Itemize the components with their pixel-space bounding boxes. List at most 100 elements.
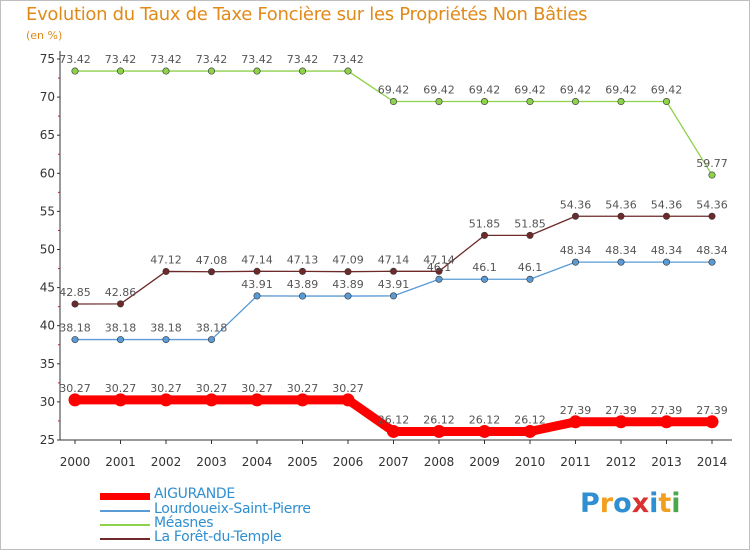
data-point: [432, 424, 446, 438]
data-point: [253, 267, 261, 275]
data-point: [526, 275, 534, 283]
data-label: 43.89: [332, 278, 364, 291]
proxiti-logo: Proxiti: [580, 488, 681, 519]
x-tick-label: 2002: [151, 455, 182, 469]
data-label: 47.14: [378, 253, 410, 266]
data-label: 47.08: [196, 254, 228, 267]
data-label: 38.18: [105, 322, 137, 335]
data-label: 69.42: [651, 84, 683, 97]
data-point: [389, 98, 397, 106]
data-point: [389, 292, 397, 300]
x-tick-label: 2012: [606, 455, 637, 469]
data-point: [662, 258, 670, 266]
x-tick-label: 2004: [242, 455, 273, 469]
data-point: [344, 67, 352, 75]
data-label: 46.1: [472, 261, 497, 274]
x-tick-label: 2009: [469, 455, 500, 469]
data-label: 26.12: [514, 413, 546, 426]
x-tick-label: 2001: [105, 455, 136, 469]
data-label: 47.14: [423, 253, 455, 266]
data-point: [298, 292, 306, 300]
data-point: [344, 268, 352, 276]
x-tick-label: 2011: [560, 455, 591, 469]
y-tick-label: 70: [40, 90, 55, 104]
data-point: [296, 393, 309, 407]
data-point: [708, 258, 716, 266]
data-point: [480, 231, 488, 239]
data-point: [389, 267, 397, 275]
legend-label-measnes: Méasnes: [154, 515, 214, 531]
data-label: 73.42: [332, 53, 364, 66]
data-point: [117, 67, 125, 75]
unit-label: (en %): [26, 29, 63, 42]
data-label: 26.12: [469, 413, 501, 426]
data-label: 46.1: [427, 261, 452, 274]
data-label: 46.1: [518, 261, 543, 274]
legend-swatch-aigurande: [100, 493, 150, 500]
data-label: 48.34: [651, 244, 683, 257]
series-la-for-t-du-temple: 42.85 42.86 47.12 47.08 47.14 47.13 47.09 47.14…: [59, 198, 728, 308]
x-tick-label: 2014: [697, 455, 728, 469]
x-tick-label: 2007: [378, 455, 409, 469]
data-label: 30.27: [59, 382, 91, 395]
data-label: 59.77: [696, 157, 728, 170]
x-tick-label: 2000: [60, 455, 91, 469]
data-label: 30.27: [150, 382, 182, 395]
data-label: 30.27: [105, 382, 137, 395]
data-label: 73.42: [150, 53, 182, 66]
legend-swatch-measnes: [100, 524, 150, 526]
data-label: 43.91: [378, 278, 410, 291]
data-point: [571, 212, 579, 220]
data-label: 47.09: [332, 254, 364, 267]
data-point: [617, 212, 625, 220]
data-label: 42.86: [105, 286, 137, 299]
data-label: 30.27: [287, 382, 319, 395]
data-point: [117, 300, 125, 308]
x-tick-label: 2010: [515, 455, 546, 469]
data-label: 69.42: [378, 84, 410, 97]
data-label: 48.34: [560, 244, 592, 257]
data-point: [523, 424, 537, 438]
y-tick-label: 45: [40, 281, 55, 295]
data-point: [480, 275, 488, 283]
series-m-asnes: 73.42 73.42 73.42 73.42 73.42 73.42 73.42 69.42…: [59, 53, 728, 179]
data-label: 30.27: [196, 382, 228, 395]
data-point: [71, 300, 79, 308]
data-label: 69.42: [514, 84, 546, 97]
data-label: 26.12: [423, 413, 455, 426]
data-point: [162, 267, 170, 275]
data-label: 47.12: [150, 253, 182, 266]
data-point: [344, 292, 352, 300]
legend-swatch-lourdoueix: [100, 510, 150, 512]
logo-letter: o: [613, 488, 632, 519]
data-label: 69.42: [605, 84, 637, 97]
data-point: [387, 424, 400, 438]
logo-letter: i: [671, 488, 681, 519]
data-label: 43.91: [241, 278, 273, 291]
data-label: 73.42: [287, 53, 319, 66]
data-point: [341, 393, 355, 407]
data-label: 73.42: [59, 53, 91, 66]
data-point: [71, 336, 79, 344]
data-point: [662, 212, 670, 220]
x-tick-label: 2008: [424, 455, 455, 469]
chart-title: Evolution du Taux de Taxe Foncière sur l…: [26, 4, 588, 25]
data-point: [617, 98, 625, 106]
data-label: 38.18: [196, 322, 228, 335]
series-aigurande: 30.27 30.27 30.27 30.27 30.27 30.27 30.27 26.12…: [59, 382, 728, 438]
data-label: 48.34: [696, 244, 728, 257]
y-tick-label: 25: [40, 433, 55, 447]
data-point: [208, 268, 216, 276]
data-label: 30.27: [241, 382, 273, 395]
data-label: 42.85: [59, 286, 91, 299]
data-label: 54.36: [651, 198, 683, 211]
data-point: [205, 393, 218, 407]
data-point: [208, 336, 216, 344]
y-tick-label: 55: [40, 204, 55, 218]
data-point: [162, 67, 170, 75]
data-point: [298, 67, 306, 75]
data-point: [614, 415, 628, 429]
data-label: 54.36: [560, 198, 592, 211]
data-label: 73.42: [241, 53, 273, 66]
data-label: 27.39: [560, 404, 592, 417]
